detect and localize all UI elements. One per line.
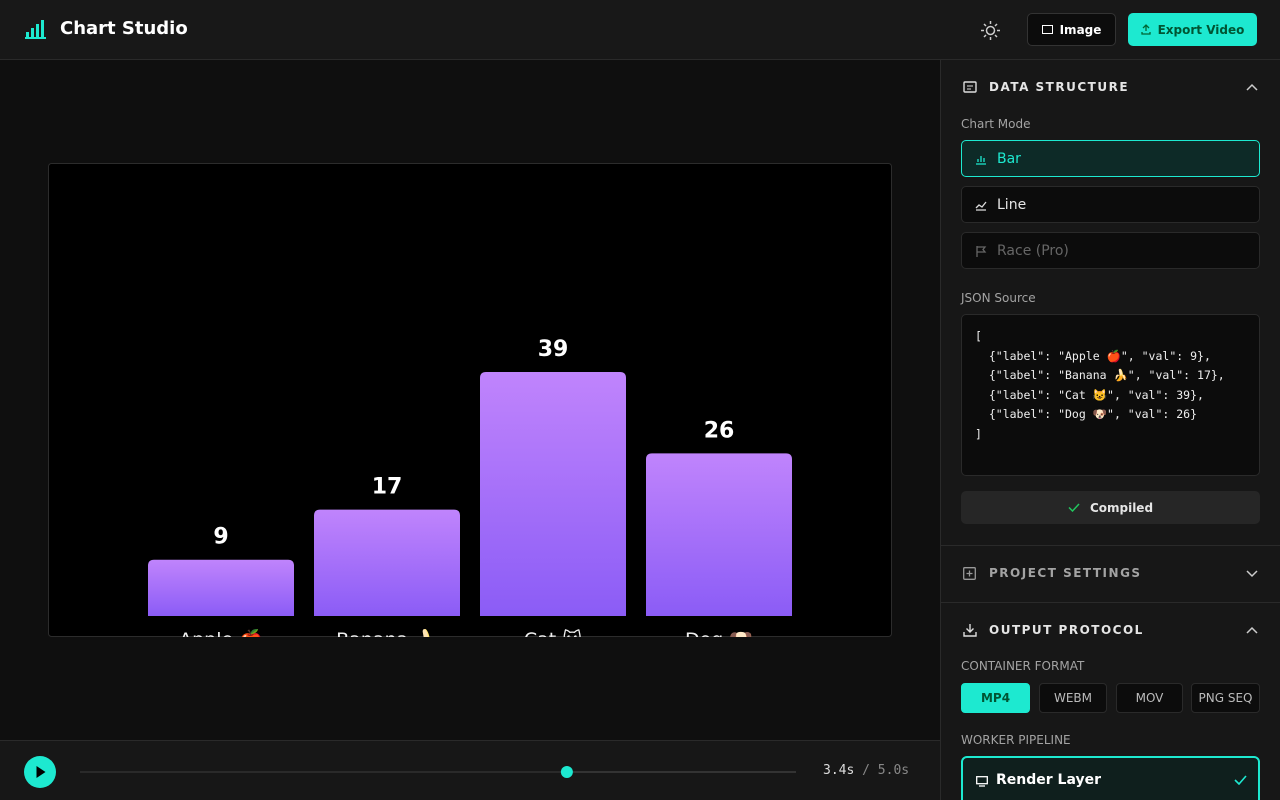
value-label: 39 xyxy=(538,337,569,362)
bar xyxy=(646,453,792,616)
collapse-chevron[interactable] xyxy=(1246,626,1258,634)
theme-toggle[interactable] xyxy=(981,21,1000,40)
mode-icon xyxy=(975,201,987,211)
image-button[interactable]: Image xyxy=(1027,13,1116,46)
check-icon xyxy=(1234,775,1247,785)
playback-bar: 3.4s / 5.0s xyxy=(0,740,940,800)
export-label: Export Video xyxy=(1157,22,1245,37)
collapse-chevron[interactable] xyxy=(1246,83,1258,91)
play-button[interactable] xyxy=(24,756,56,788)
value-label: 26 xyxy=(704,418,735,443)
field-label: Chart Mode xyxy=(961,117,1031,131)
mode-label: Line xyxy=(997,196,1027,213)
download-icon xyxy=(963,624,977,637)
expand-chevron[interactable] xyxy=(1246,570,1258,578)
code-line: {"label": "Cat 😺", "val": 39}, xyxy=(975,387,1204,402)
settings-icon xyxy=(963,567,976,580)
side-panel: DATA STRUCTURE Chart Mode Bar Line Race (P… xyxy=(940,60,1280,800)
header: Chart Studio Image Export Video xyxy=(0,0,1280,60)
bar xyxy=(148,559,294,616)
code-line: ] xyxy=(975,426,982,441)
export-button[interactable]: Export Video xyxy=(1128,13,1257,46)
pipeline-title: Render Layer xyxy=(996,772,1101,788)
time-display: 3.4s / 5.0s xyxy=(823,763,909,778)
category-label: Dog 🐶 xyxy=(685,629,753,637)
chart-mode-option: Race (Pro) xyxy=(961,232,1260,269)
pipeline-option[interactable]: Render Layer xyxy=(961,756,1260,800)
category-label: Banana 🍌 xyxy=(336,628,438,637)
logo-icon xyxy=(25,20,46,39)
image-label: Image xyxy=(1059,22,1102,37)
monitor-icon xyxy=(976,776,988,787)
bar xyxy=(480,372,626,616)
preview-area: 9 Apple 🍎 17 Banana 🍌 39 Cat 😺 26 Dog 🐶 xyxy=(0,60,940,740)
category-label: Cat 😺 xyxy=(524,629,582,637)
export-icon xyxy=(1140,24,1151,35)
image-icon xyxy=(1041,25,1053,34)
status-bar: Compiled xyxy=(961,491,1260,524)
section-title[interactable]: PROJECT SETTINGS xyxy=(989,566,1142,580)
code-line: {"label": "Apple 🍎", "val": 9}, xyxy=(975,348,1211,363)
mode-icon-path xyxy=(976,156,986,165)
playhead[interactable] xyxy=(560,766,573,778)
divider xyxy=(941,602,1280,603)
field-label: WORKER PIPELINE xyxy=(961,733,1071,747)
format-option[interactable]: WEBM xyxy=(1039,683,1107,713)
current-time: 3.4s xyxy=(823,763,855,778)
mode-label: Bar xyxy=(997,150,1021,167)
code-line: {"label": "Dog 🐶", "val": 26} xyxy=(975,407,1198,421)
time-separator: / xyxy=(862,763,870,778)
format-option[interactable]: MP4 xyxy=(961,683,1030,713)
mode-label: Race (Pro) xyxy=(997,242,1069,259)
bar xyxy=(314,509,460,616)
mode-icon-path xyxy=(976,246,987,257)
timeline-progress xyxy=(80,771,567,773)
field-label: JSON Source xyxy=(961,291,1036,305)
chart-mode-option[interactable]: Bar xyxy=(961,140,1260,177)
data-structure-icon xyxy=(963,81,977,93)
chart: 9 Apple 🍎 17 Banana 🍌 39 Cat 😺 26 Dog 🐶 xyxy=(48,163,892,637)
chart-mode-option[interactable]: Line xyxy=(961,186,1260,223)
status-text: Compiled xyxy=(1089,500,1154,515)
check-icon xyxy=(1068,503,1080,512)
divider xyxy=(941,545,1280,546)
timeline[interactable] xyxy=(80,761,796,783)
mode-icon xyxy=(976,156,986,165)
json-editor[interactable]: [ {"label": "Apple 🍎", "val": 9}, {"labe… xyxy=(961,314,1260,476)
section-title: DATA STRUCTURE xyxy=(989,80,1130,94)
app-title: Chart Studio xyxy=(60,18,188,39)
mode-icon-path xyxy=(975,201,987,211)
format-option[interactable]: PNG SEQ xyxy=(1191,683,1260,713)
code-line: [ xyxy=(975,329,982,343)
format-option[interactable]: MOV xyxy=(1116,683,1183,713)
section-title: OUTPUT PROTOCOL xyxy=(989,623,1144,637)
total-time: 5.0s xyxy=(877,763,910,778)
field-label: CONTAINER FORMAT xyxy=(961,659,1085,673)
category-label: Apple 🍎 xyxy=(179,628,263,637)
value-label: 17 xyxy=(372,475,403,500)
value-label: 9 xyxy=(213,525,228,550)
mode-icon xyxy=(976,246,987,257)
code-line: {"label": "Banana 🍌", "val": 17}, xyxy=(975,368,1225,382)
